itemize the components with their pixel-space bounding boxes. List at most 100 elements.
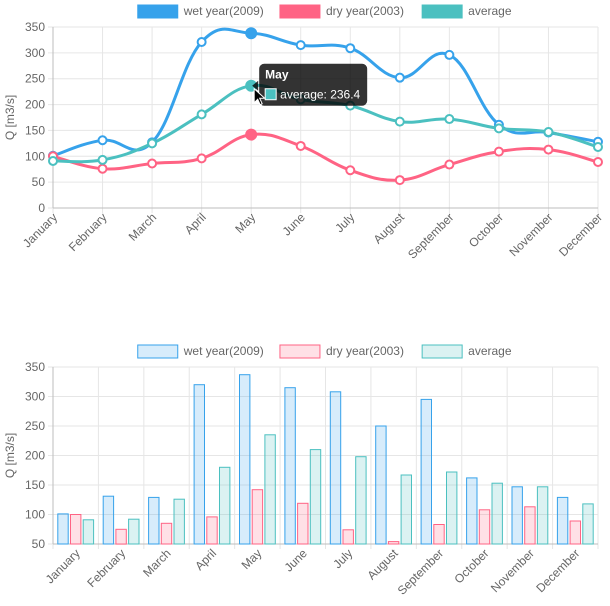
bar[interactable]	[297, 502, 309, 545]
x-tick-label: October	[451, 546, 491, 586]
data-point[interactable]	[295, 40, 306, 51]
bar[interactable]	[478, 509, 491, 545]
bar[interactable]	[375, 425, 387, 545]
y-tick-label: 200	[25, 98, 45, 112]
bar[interactable]	[115, 528, 127, 545]
legend-label: dry year(2003)	[326, 344, 404, 358]
x-tick-label: August	[371, 210, 408, 247]
y-tick-label: 0	[38, 201, 45, 215]
bar[interactable]	[466, 477, 478, 545]
bar[interactable]	[219, 466, 231, 545]
bar[interactable]	[173, 498, 185, 545]
bar[interactable]	[160, 522, 173, 545]
x-tick-label: May	[232, 210, 258, 236]
bar[interactable]	[70, 514, 82, 545]
bar[interactable]	[251, 489, 264, 545]
data-point[interactable]	[493, 123, 504, 134]
bar[interactable]	[433, 524, 445, 545]
y-tick-label: 100	[25, 508, 45, 522]
legend-swatch	[421, 344, 463, 359]
bar[interactable]	[511, 486, 523, 545]
legend-label: average	[468, 4, 512, 18]
legend-item[interactable]: average	[421, 4, 512, 19]
data-point[interactable]	[345, 165, 356, 176]
bar[interactable]	[284, 387, 296, 545]
bar[interactable]	[491, 482, 503, 545]
bar[interactable]	[342, 529, 354, 545]
bar[interactable]	[536, 486, 549, 545]
bar[interactable]	[420, 398, 433, 545]
data-point[interactable]	[394, 175, 405, 186]
data-point[interactable]	[444, 159, 455, 170]
bar[interactable]	[355, 456, 367, 545]
bar[interactable]	[309, 449, 322, 545]
bar[interactable]	[193, 384, 206, 545]
data-point[interactable]	[444, 114, 455, 125]
x-tick-label: November	[488, 546, 537, 595]
data-point[interactable]	[196, 36, 207, 47]
data-point[interactable]	[543, 126, 554, 137]
legend-item[interactable]: wet year(2009)	[137, 4, 264, 19]
data-point[interactable]	[593, 156, 603, 167]
legend-item[interactable]: wet year(2009)	[137, 344, 264, 359]
bar[interactable]	[556, 496, 569, 545]
legend-item[interactable]: average	[421, 344, 512, 359]
y-tick-label: 350	[25, 20, 45, 34]
data-point[interactable]	[493, 146, 504, 157]
y-tick-label: 250	[25, 72, 45, 86]
bar[interactable]	[57, 513, 69, 545]
legend-swatch	[137, 344, 179, 359]
data-point[interactable]	[295, 140, 306, 151]
data-point[interactable]	[147, 138, 158, 149]
legend-item[interactable]: dry year(2003)	[279, 344, 404, 359]
bar[interactable]	[128, 518, 140, 545]
x-tick-label: April	[192, 546, 219, 573]
y-tick-label: 150	[25, 478, 45, 492]
series-line	[52, 132, 599, 182]
bar[interactable]	[102, 495, 115, 545]
bar[interactable]	[82, 519, 95, 545]
bar[interactable]	[206, 516, 218, 545]
y-tick-label: 300	[25, 390, 45, 404]
data-point[interactable]	[593, 141, 603, 152]
x-tick-label: December	[556, 210, 605, 259]
legend-swatch	[279, 344, 321, 359]
data-point[interactable]	[245, 128, 258, 141]
bar[interactable]	[239, 374, 251, 545]
data-point[interactable]	[444, 49, 455, 60]
line-chart: wet year(2009) dry year(2003) average 0 50 10…	[3, 4, 605, 262]
x-tick-label: October	[466, 210, 506, 250]
data-point[interactable]	[345, 43, 356, 54]
data-point[interactable]	[97, 135, 108, 146]
bar[interactable]	[148, 496, 160, 545]
data-point[interactable]	[543, 144, 554, 155]
data-point[interactable]	[48, 155, 58, 166]
data-point[interactable]	[196, 109, 207, 120]
tooltip-box	[259, 63, 368, 106]
bar[interactable]	[582, 503, 594, 545]
bar[interactable]	[400, 474, 413, 545]
bar[interactable]	[569, 520, 581, 545]
data-point[interactable]	[394, 72, 405, 83]
data-point[interactable]	[394, 116, 405, 127]
data-point[interactable]	[97, 163, 108, 174]
bar[interactable]	[264, 434, 276, 545]
x-tick-label: February	[84, 546, 128, 590]
tooltip-caret	[252, 80, 259, 91]
data-point[interactable]	[196, 153, 207, 164]
bar[interactable]	[446, 471, 458, 545]
x-tick-label: September	[405, 210, 456, 261]
x-tick-label: March	[140, 546, 173, 579]
data-point[interactable]	[245, 27, 258, 40]
x-tick-label: December	[533, 546, 582, 595]
x-tick-label: August	[364, 546, 401, 583]
bar[interactable]	[387, 541, 400, 545]
mouse-cursor-icon	[253, 87, 266, 106]
x-tick-label: June	[280, 210, 309, 239]
bar[interactable]	[329, 391, 342, 545]
legend-item[interactable]: dry year(2003)	[279, 4, 404, 19]
data-point[interactable]	[147, 158, 158, 169]
data-point[interactable]	[97, 154, 108, 165]
legend-swatch	[137, 4, 179, 19]
bar[interactable]	[524, 506, 536, 545]
